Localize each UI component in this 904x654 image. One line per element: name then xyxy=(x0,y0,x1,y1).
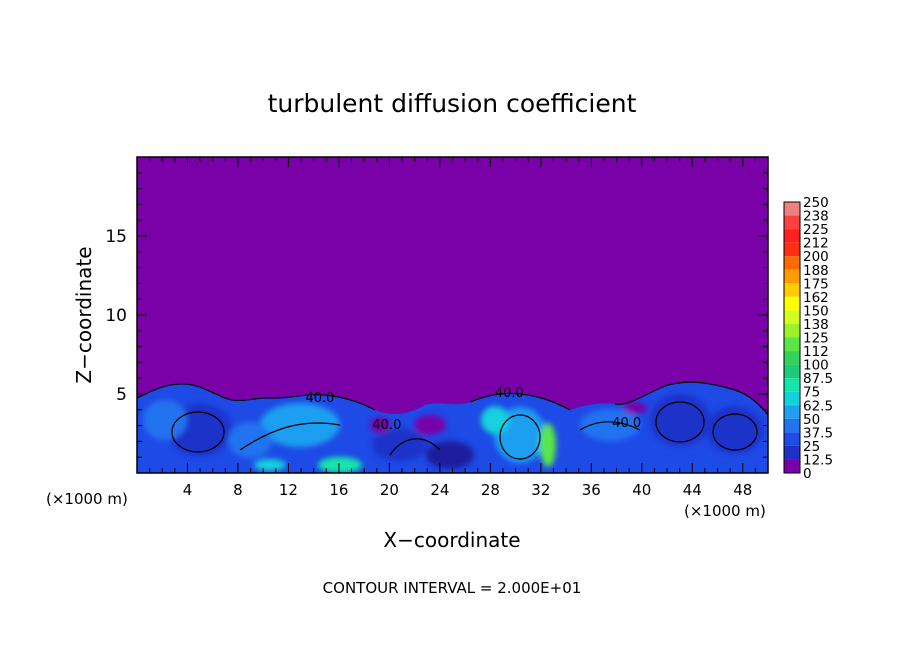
y-axis: 5 10 15 xyxy=(105,172,768,458)
eddy xyxy=(254,459,286,471)
colorbar-label: 0 xyxy=(803,466,812,482)
colorbar-frame xyxy=(783,201,801,474)
colorbar-label: 188 xyxy=(803,263,829,279)
colorbar-swatch xyxy=(784,215,800,230)
colorbar-swatch xyxy=(784,418,800,433)
contour-line xyxy=(579,421,641,431)
contour-line xyxy=(712,413,758,451)
colorbar-label: 25 xyxy=(803,439,820,455)
colorbar-label: 112 xyxy=(803,344,829,360)
eddy xyxy=(707,406,763,454)
turbulence-field xyxy=(137,381,768,473)
x-tick-label: 44 xyxy=(683,481,702,499)
colorbar-swatch xyxy=(784,310,800,324)
x-tick-label: 12 xyxy=(279,481,298,499)
colorbar-swatch xyxy=(784,432,800,446)
contour-labels: 40.0 40.0 40.0 40.0 xyxy=(306,386,642,433)
contour-label: 40.0 xyxy=(306,391,335,406)
contour-line xyxy=(389,438,441,456)
eddy xyxy=(623,402,647,414)
eddy xyxy=(370,417,390,433)
x-axis-unit-right: (×1000 m) xyxy=(684,502,766,520)
colorbar-label: 100 xyxy=(803,358,829,374)
x-tick-label: 48 xyxy=(733,481,752,499)
colorbar-swatch xyxy=(784,405,800,419)
eddy xyxy=(481,406,509,434)
colorbar-swatch xyxy=(784,323,800,338)
contour-line xyxy=(171,411,225,453)
colorbar-swatch xyxy=(784,337,800,352)
x-axis-label: X−coordinate xyxy=(383,528,520,552)
contour-line xyxy=(239,422,341,451)
eddy xyxy=(414,415,446,435)
y-axis-label: Z−coordinate xyxy=(72,246,96,383)
colorbar-swatch xyxy=(784,229,800,243)
colorbar-swatch xyxy=(784,364,800,379)
colorbar-label: 150 xyxy=(803,303,829,319)
contour-label: 40.0 xyxy=(495,386,524,401)
colorbar-label: 12.5 xyxy=(803,452,833,468)
x-tick-label: 28 xyxy=(481,481,500,499)
colorbar-label: 200 xyxy=(803,249,829,265)
colorbar: 2502382252122001881751621501381251121008… xyxy=(783,195,833,482)
x-tick-label: 40 xyxy=(632,481,651,499)
colorbar-swatch xyxy=(784,296,800,311)
colorbar-label: 238 xyxy=(803,209,829,225)
colorbar-swatch xyxy=(784,202,800,216)
x-tick-label: 24 xyxy=(430,481,449,499)
eddy xyxy=(580,409,640,441)
colorbar-label: 162 xyxy=(803,290,829,306)
eddy xyxy=(228,422,272,458)
y-tick-label: 5 xyxy=(116,385,127,405)
colorbar-label: 37.5 xyxy=(803,425,833,441)
x-tick-label: 20 xyxy=(380,481,399,499)
x-tick-label: 16 xyxy=(329,481,348,499)
contour-line xyxy=(469,392,571,411)
colorbar-label: 212 xyxy=(803,236,829,252)
colorbar-swatch xyxy=(784,391,800,406)
colorbar-swatch xyxy=(784,283,800,297)
eddy xyxy=(143,400,187,440)
chart-title: turbulent diffusion coefficient xyxy=(268,89,637,118)
contour-label: 40.0 xyxy=(372,418,401,433)
contour-line xyxy=(499,414,541,460)
contour-interval-note: CONTOUR INTERVAL = 2.000E+01 xyxy=(323,579,582,597)
eddy xyxy=(318,457,362,473)
eddy xyxy=(426,441,474,469)
eddy xyxy=(260,403,340,447)
colorbar-label: 175 xyxy=(803,276,829,292)
colorbar-label: 50 xyxy=(803,412,820,428)
colorbar-swatch xyxy=(784,378,800,392)
colorbar-label: 250 xyxy=(803,195,829,211)
contour-line xyxy=(614,381,768,416)
x-tick-label: 8 xyxy=(233,481,243,499)
contour-line xyxy=(137,383,376,411)
x-tick-label: 36 xyxy=(582,481,601,499)
x-axis: 4 8 12 16 20 24 28 32 36 40 44 48 xyxy=(149,157,756,499)
colorbar-label: 62.5 xyxy=(803,398,833,414)
plot-area xyxy=(137,157,768,473)
x-tick-label: 32 xyxy=(531,481,550,499)
colorbar-swatch xyxy=(784,269,800,284)
y-tick-label: 10 xyxy=(105,306,127,326)
colorbar-label: 125 xyxy=(803,331,829,347)
x-tick-label: 4 xyxy=(183,481,193,499)
colorbar-swatch xyxy=(784,242,800,257)
colorbar-swatch-zero xyxy=(784,459,800,473)
colorbar-label: 87.5 xyxy=(803,371,833,387)
eddy xyxy=(540,423,556,467)
colorbar-label: 225 xyxy=(803,222,829,238)
colorbar-label: 138 xyxy=(803,317,829,333)
colorbar-swatch xyxy=(784,351,800,365)
contour-label: 40.0 xyxy=(612,416,641,431)
contour-line xyxy=(655,401,705,443)
x-axis-unit-left: (×1000 m) xyxy=(46,490,128,508)
colorbar-swatch xyxy=(784,445,800,460)
colorbar-label: 75 xyxy=(803,385,820,401)
colorbar-swatch xyxy=(784,256,800,270)
y-tick-label: 15 xyxy=(105,227,127,247)
